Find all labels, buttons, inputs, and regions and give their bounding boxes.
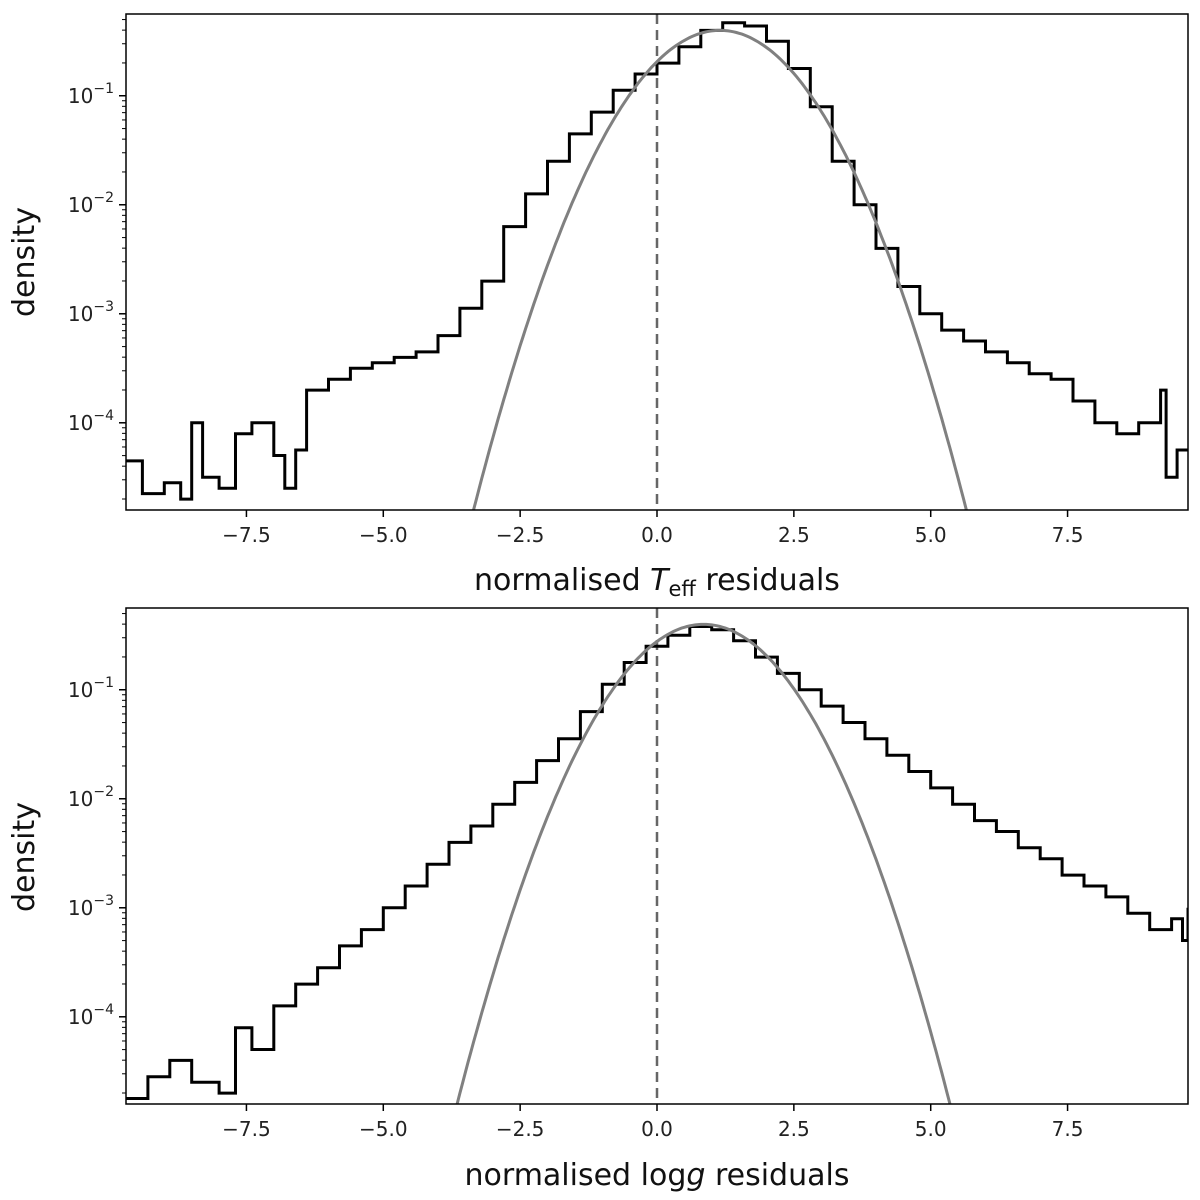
x-tick-label: −7.5 [222,523,271,547]
x-tick-label: −5.0 [359,1117,408,1141]
x-tick-label: −2.5 [496,523,545,547]
y-tick-label: 10−3 [68,893,114,920]
panel-logg: −7.5 −5.0 −2.5 0.0 2.5 5.0 7.5 10−110−210−310−… [7,607,1189,1193]
y-tick-label: 10−4 [68,408,114,435]
x-tick-label: 2.5 [778,1117,810,1141]
y-tick-label: 10−2 [68,784,114,811]
x-tick-label: −7.5 [222,1117,271,1141]
y-tick-label: 10−1 [68,675,114,702]
x-tick-label: 7.5 [1052,1117,1084,1141]
x-tick-label: 7.5 [1052,523,1084,547]
y-axis-label-teff: density [7,207,42,317]
y-ticks-teff: 10−1 10−2 10−3 10−4 [68,19,126,500]
gaussian-curve-teff [471,28,968,510]
y-ticks-logg: 10−1 10−2 10−3 10−4 [68,613,126,1094]
x-tick-label: 5.0 [915,1117,947,1141]
y-tick-label: 10−3 [68,299,114,326]
x-tick-label: 0.0 [641,523,673,547]
x-tick-label: 5.0 [915,523,947,547]
x-tick-label: 2.5 [778,523,810,547]
plot-area-teff [126,14,1188,510]
panel-teff: −7.5 −5.0 −2.5 0.0 2.5 5.0 7.5 10−110−210−310−… [7,13,1189,601]
x-tick-label: 0.0 [641,1117,673,1141]
histogram-series-teff [126,21,1188,501]
y-tick-label: 10−2 [68,190,114,217]
x-tick-label: −2.5 [496,1117,545,1141]
plot-area-logg [126,608,1188,1104]
x-ticks-teff: −7.5 −5.0 −2.5 0.0 2.5 5.0 7.5 [222,510,1083,547]
gaussian-curve-logg [455,622,952,1104]
x-axis-label-teff: normalised Teff residuals [474,563,840,601]
y-tick-label: 10−1 [68,81,114,108]
x-tick-label: −5.0 [359,523,408,547]
y-axis-label-logg: density [7,802,42,912]
x-ticks-logg: −7.5 −5.0 −2.5 0.0 2.5 5.0 7.5 [222,1104,1083,1141]
y-tick-label: 10−4 [68,1002,114,1029]
x-axis-label-logg: normalised logg residuals [465,1158,850,1193]
